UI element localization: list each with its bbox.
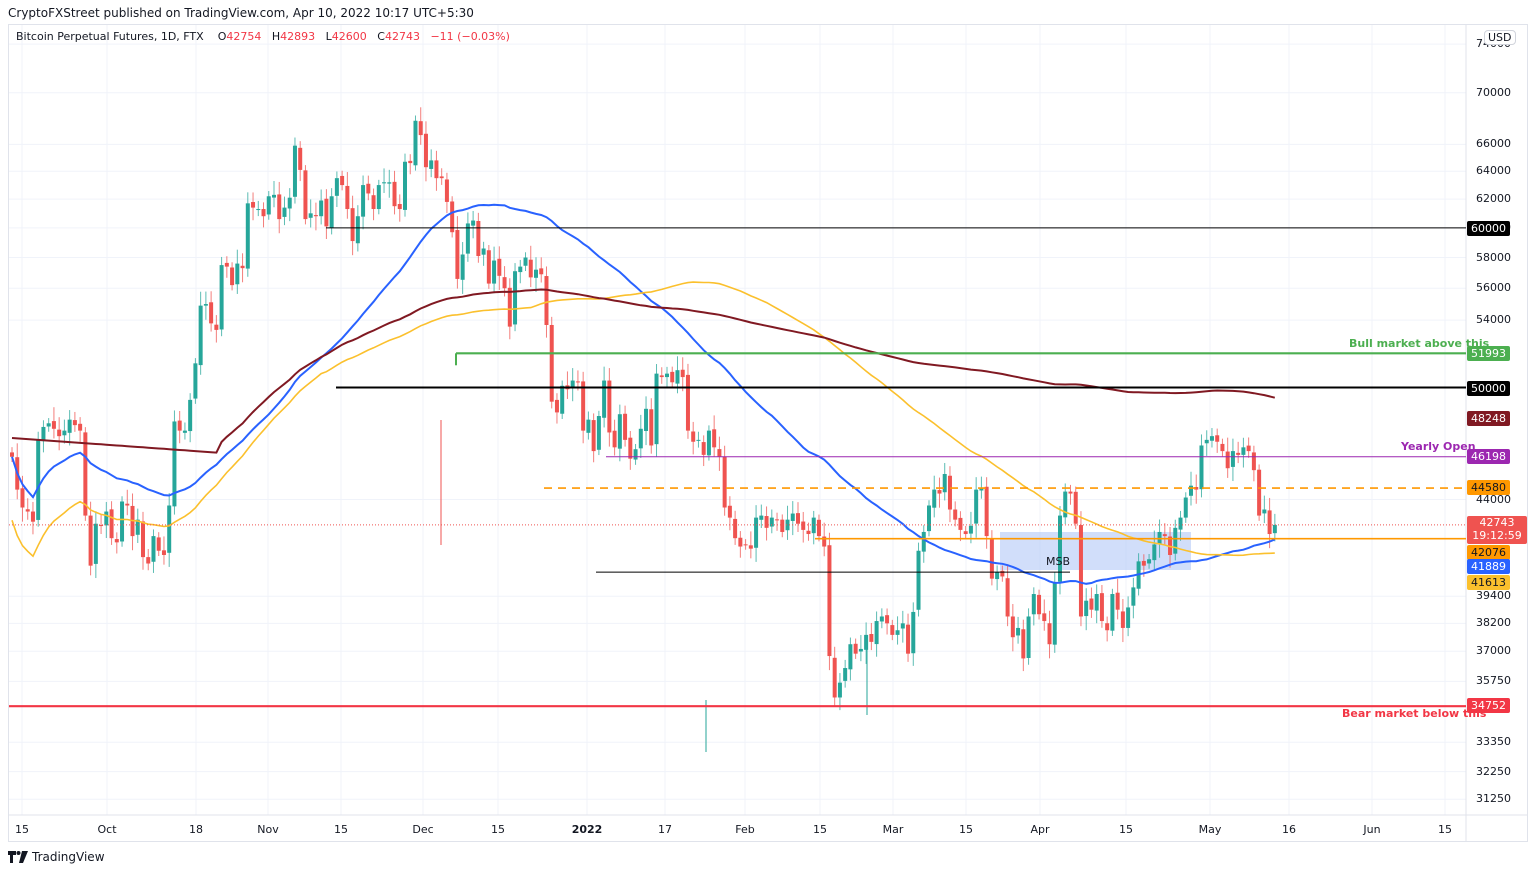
- price-tick: 33350: [1476, 735, 1511, 749]
- time-tick: Apr: [1030, 823, 1050, 836]
- yearly-open-annotation: Yearly Open: [1401, 440, 1476, 453]
- price-tick: 66000: [1476, 137, 1511, 151]
- price-tag-60000: 60000: [1467, 221, 1510, 236]
- time-tick: 15: [813, 823, 827, 836]
- price-tick: 38200: [1476, 616, 1511, 630]
- open-label: O: [217, 30, 227, 43]
- chart-pane[interactable]: [8, 24, 1528, 842]
- open-value: 42754: [226, 30, 262, 43]
- price-tick: 54000: [1476, 313, 1511, 327]
- price-tick: 56000: [1476, 281, 1511, 295]
- low-value: 42600: [331, 30, 367, 43]
- symbol-name: Bitcoin Perpetual Futures, 1D, FTX: [16, 30, 204, 43]
- price-tick: 64000: [1476, 164, 1511, 178]
- high-value: 42893: [280, 30, 316, 43]
- price-tag-50000: 50000: [1467, 381, 1510, 396]
- price-tag-51993: 51993: [1467, 346, 1510, 361]
- price-tick: 58000: [1476, 250, 1511, 264]
- change-value: −11 (−0.03%): [430, 30, 510, 43]
- time-tick: 17: [658, 823, 672, 836]
- footer: TradingView: [8, 850, 105, 864]
- close-value: 42743: [384, 30, 420, 43]
- bull-market-annotation: Bull market above this: [1349, 337, 1490, 350]
- time-tick: Oct: [97, 823, 117, 836]
- price-tag-34752: 34752: [1467, 698, 1510, 713]
- time-tick: May: [1198, 823, 1222, 836]
- price-tick: 39400: [1476, 589, 1511, 603]
- price-tick: 70000: [1476, 85, 1511, 99]
- price-tag-42743: 42743 19:12:59: [1467, 516, 1527, 544]
- tradingview-brand: TradingView: [32, 850, 105, 864]
- low-label: L: [325, 30, 332, 43]
- price-tag-46198: 46198: [1467, 449, 1510, 464]
- currency-button[interactable]: USD: [1484, 30, 1516, 45]
- price-tag-41613: 41613: [1467, 575, 1510, 590]
- price-tick: 44000: [1476, 492, 1511, 506]
- time-tick: Feb: [735, 823, 755, 836]
- high-label: H: [271, 30, 281, 43]
- time-tick: 15: [959, 823, 973, 836]
- price-tag-41889: 41889: [1467, 559, 1510, 574]
- time-tick: 15: [1119, 823, 1133, 836]
- price-tag-48248: 48248: [1467, 411, 1510, 426]
- time-tick: Mar: [882, 823, 904, 836]
- time-tick: 2022: [571, 823, 603, 836]
- publisher-caption: CryptoFXStreet published on TradingView.…: [8, 6, 474, 20]
- price-tick: 32250: [1476, 764, 1511, 778]
- time-tick: 15: [15, 823, 29, 836]
- time-tick: Dec: [412, 823, 434, 836]
- time-tick: 15: [334, 823, 348, 836]
- price-tick: 31250: [1476, 792, 1511, 806]
- time-tick: Jun: [1363, 823, 1381, 836]
- close-label: C: [377, 30, 385, 43]
- time-tick: 16: [1282, 823, 1296, 836]
- symbol-legend: Bitcoin Perpetual Futures, 1D, FTX O4275…: [16, 30, 510, 43]
- tradingview-logo-icon: [8, 851, 28, 863]
- price-tag-42076: 42076: [1467, 545, 1510, 560]
- time-tick: 15: [1438, 823, 1452, 836]
- bear-market-annotation: Bear market below this: [1342, 707, 1487, 720]
- msb-annotation: MSB: [1046, 555, 1071, 568]
- time-tick: Nov: [257, 823, 279, 836]
- time-tick: 15: [491, 823, 505, 836]
- price-tag-44580: 44580: [1467, 480, 1510, 495]
- price-tick: 62000: [1476, 192, 1511, 206]
- time-tick: 18: [189, 823, 203, 836]
- price-tick: 37000: [1476, 644, 1511, 658]
- price-tick: 35750: [1476, 674, 1511, 688]
